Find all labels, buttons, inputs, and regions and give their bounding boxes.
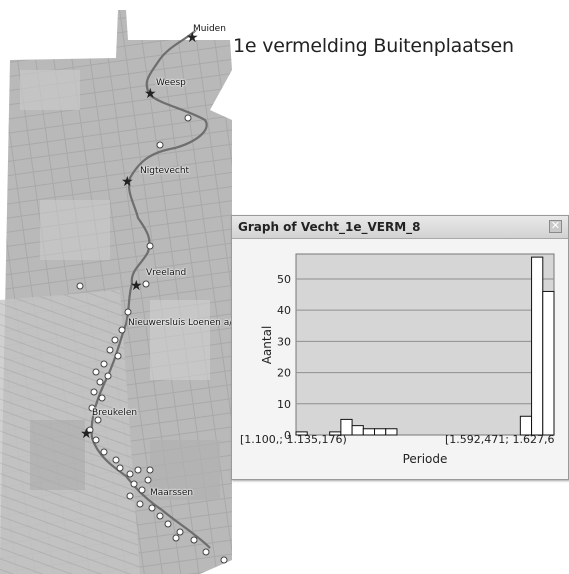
y-tick-label: 30 bbox=[277, 335, 291, 348]
histogram-bar bbox=[531, 256, 544, 436]
histogram-bar bbox=[362, 428, 376, 436]
town-label-vreeland: Vreeland bbox=[146, 268, 187, 278]
svg-text:★: ★ bbox=[144, 85, 157, 101]
y-tick-label: 0 bbox=[284, 429, 291, 442]
histogram-bar bbox=[351, 425, 364, 436]
y-tick-label: 20 bbox=[277, 367, 291, 380]
vecht-river bbox=[90, 29, 211, 549]
histogram-bar bbox=[295, 431, 308, 436]
svg-text:★: ★ bbox=[121, 173, 134, 189]
town-label-weesp: Weesp bbox=[156, 78, 186, 88]
graph-window-title: Graph of Vecht_1e_VERM_8 bbox=[238, 220, 421, 234]
town-star-icons: ★ ★ ★ ★ ★ bbox=[80, 29, 199, 441]
close-icon[interactable]: ✕ bbox=[549, 220, 562, 233]
histogram-chart: 0 10 20 30 40 50 Aantal Periode [1.100,; 1.13… bbox=[240, 253, 555, 466]
histogram-bars bbox=[295, 256, 555, 436]
x-tick-label-first: [1.100,; 1.135,176) bbox=[240, 433, 347, 446]
x-axis-label: Periode bbox=[403, 452, 448, 466]
y-tick-label: 10 bbox=[277, 398, 291, 411]
graph-window-titlebar[interactable]: Graph of Vecht_1e_VERM_8 ✕ bbox=[232, 216, 568, 239]
map-title: 1e vermelding Buitenplaatsen bbox=[233, 35, 514, 57]
svg-text:★: ★ bbox=[80, 425, 93, 441]
town-label-breukelen: Breukelen bbox=[92, 408, 138, 418]
town-label-nigtevecht: Nigtevecht bbox=[140, 166, 190, 176]
y-tick-label: 40 bbox=[277, 304, 291, 317]
x-tick-label-last: [1.592,471; 1.627,6 bbox=[445, 433, 554, 446]
histogram-bar bbox=[542, 290, 555, 436]
town-label-loenen: Nieuwersluis Loenen a/d Vecht bbox=[128, 318, 267, 328]
town-label-muiden: Muiden bbox=[193, 24, 226, 34]
y-axis-ticks: 0 10 20 30 40 50 bbox=[277, 273, 291, 442]
grid-lines bbox=[296, 278, 554, 405]
y-axis-label: Aantal bbox=[260, 326, 274, 365]
histogram-bar bbox=[374, 428, 387, 436]
town-label-maarssen: Maarssen bbox=[150, 488, 194, 498]
svg-text:★: ★ bbox=[130, 277, 143, 293]
buitenplaats-markers bbox=[76, 114, 228, 564]
histogram-bar bbox=[385, 428, 398, 436]
graph-window[interactable]: Graph of Vecht_1e_VERM_8 ✕ 0 10 20 30 40 50 A… bbox=[231, 215, 569, 480]
map-terrain bbox=[0, 10, 232, 574]
y-tick-label: 50 bbox=[277, 273, 291, 286]
svg-text:★: ★ bbox=[186, 29, 199, 45]
plot-area bbox=[295, 253, 555, 436]
